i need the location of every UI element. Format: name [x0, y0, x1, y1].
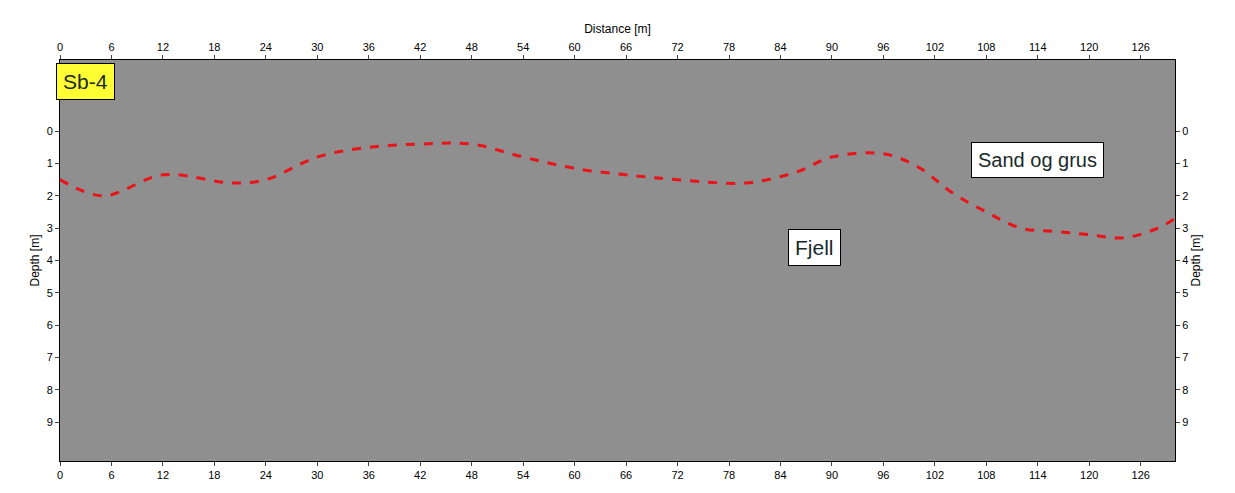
svg-text:114: 114: [1029, 469, 1047, 481]
svg-text:120: 120: [1080, 469, 1098, 481]
svg-text:102: 102: [926, 41, 944, 53]
svg-text:42: 42: [414, 469, 426, 481]
svg-text:36: 36: [363, 41, 375, 53]
svg-text:126: 126: [1132, 469, 1150, 481]
svg-text:Depth [m]: Depth [m]: [28, 234, 42, 286]
svg-text:72: 72: [671, 41, 683, 53]
svg-text:72: 72: [671, 469, 683, 481]
svg-text:84: 84: [774, 469, 786, 481]
svg-text:42: 42: [414, 41, 426, 53]
svg-text:96: 96: [877, 469, 889, 481]
svg-text:9: 9: [1182, 416, 1188, 428]
svg-text:90: 90: [826, 41, 838, 53]
svg-text:12: 12: [157, 469, 169, 481]
svg-text:6: 6: [108, 469, 114, 481]
svg-text:60: 60: [568, 41, 580, 53]
svg-text:78: 78: [723, 469, 735, 481]
svg-text:7: 7: [1182, 351, 1188, 363]
svg-text:24: 24: [260, 469, 272, 481]
svg-text:108: 108: [977, 469, 995, 481]
svg-text:6: 6: [47, 319, 53, 331]
svg-text:Distance [m]: Distance [m]: [584, 22, 651, 36]
svg-text:96: 96: [877, 41, 889, 53]
svg-text:3: 3: [47, 222, 53, 234]
svg-text:2: 2: [47, 190, 53, 202]
svg-text:114: 114: [1029, 41, 1047, 53]
svg-text:90: 90: [826, 469, 838, 481]
svg-text:18: 18: [208, 469, 220, 481]
svg-text:102: 102: [926, 469, 944, 481]
svg-text:Depth [m]: Depth [m]: [1189, 234, 1203, 286]
svg-text:108: 108: [977, 41, 995, 53]
svg-text:30: 30: [311, 41, 323, 53]
svg-text:6: 6: [108, 41, 114, 53]
svg-text:18: 18: [208, 41, 220, 53]
svg-text:6: 6: [1182, 319, 1188, 331]
svg-text:8: 8: [1182, 384, 1188, 396]
svg-text:78: 78: [723, 41, 735, 53]
svg-text:48: 48: [466, 469, 478, 481]
svg-text:0: 0: [47, 125, 53, 137]
svg-text:0: 0: [1182, 125, 1188, 137]
svg-text:120: 120: [1080, 41, 1098, 53]
svg-text:4: 4: [1182, 254, 1188, 266]
svg-text:4: 4: [47, 254, 53, 266]
svg-text:54: 54: [517, 41, 529, 53]
svg-text:8: 8: [47, 384, 53, 396]
svg-text:7: 7: [47, 351, 53, 363]
svg-text:36: 36: [363, 469, 375, 481]
svg-text:54: 54: [517, 469, 529, 481]
svg-text:66: 66: [620, 469, 632, 481]
svg-text:1: 1: [47, 157, 53, 169]
svg-text:5: 5: [47, 287, 53, 299]
svg-text:126: 126: [1132, 41, 1150, 53]
svg-text:2: 2: [1182, 190, 1188, 202]
svg-text:Sand og grus: Sand og grus: [978, 149, 1097, 171]
svg-text:48: 48: [466, 41, 478, 53]
svg-text:0: 0: [57, 41, 63, 53]
svg-text:66: 66: [620, 41, 632, 53]
svg-text:3: 3: [1182, 222, 1188, 234]
svg-text:1: 1: [1182, 157, 1188, 169]
svg-text:Fjell: Fjell: [795, 236, 834, 259]
svg-text:0: 0: [57, 469, 63, 481]
svg-text:60: 60: [568, 469, 580, 481]
svg-text:9: 9: [47, 416, 53, 428]
svg-text:84: 84: [774, 41, 786, 53]
svg-text:24: 24: [260, 41, 272, 53]
svg-text:Sb-4: Sb-4: [63, 70, 108, 93]
svg-text:12: 12: [157, 41, 169, 53]
svg-text:5: 5: [1182, 287, 1188, 299]
svg-text:30: 30: [311, 469, 323, 481]
